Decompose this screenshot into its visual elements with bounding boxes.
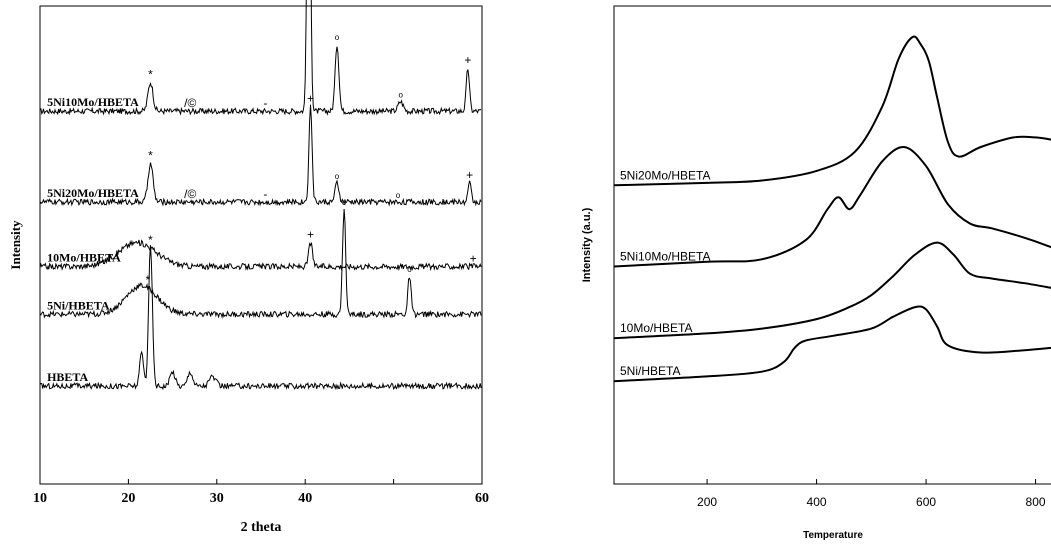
xrd-peak-marker: * — [148, 67, 153, 81]
xrd-peak-marker: o — [396, 191, 401, 200]
tpr-series-label: 5Ni20Mo/HBETA — [620, 168, 710, 182]
tpr-series-10mo-hbeta: 10Mo/HBETA — [613, 241, 1051, 340]
xrd-chart: 10 20 30 40 60 5Ni10Mo/HBETA * /© - + o o +5Ni20Mo/… — [8, 0, 489, 535]
tpr-x-ticks: 200 400 600 800 — [697, 479, 1046, 509]
xrd-peak-marker: + — [466, 168, 473, 182]
xrd-peak-marker: /© — [184, 187, 196, 201]
xrd-peak-marker: * — [148, 233, 153, 247]
xrd-peak-marker: + — [464, 53, 471, 67]
xrd-plot-frame — [39, 5, 483, 485]
tpr-chart: 200 400 600 800 5Ni20Mo/HBETA 5Ni10Mo/HBETA 1… — [581, 5, 1051, 541]
xrd-series-label: 10Mo/HBETA — [47, 251, 121, 265]
xrd-peak-marker: + — [307, 91, 314, 105]
tpr-line-5ni-hbeta — [613, 305, 1051, 383]
tpr-x-tick-label: 400 — [807, 495, 827, 509]
xrd-peak-marker: o — [335, 33, 340, 42]
xrd-line-5ni20mo-hbeta — [39, 104, 482, 207]
tpr-series-label: 5Ni/HBETA — [620, 364, 680, 378]
xrd-peak-marker: + — [307, 228, 314, 242]
tpr-series-5ni-hbeta: 5Ni/HBETA — [613, 305, 1051, 383]
xrd-x-tick-label: 30 — [210, 491, 224, 506]
tpr-series-label: 5Ni10Mo/HBETA — [620, 250, 710, 264]
xrd-line-10mo-hbeta — [39, 239, 482, 272]
xrd-series-hbeta: HBETA — [39, 245, 482, 391]
xrd-peak-marker: + — [470, 252, 477, 266]
xrd-peak-marker: * — [148, 149, 153, 163]
xrd-line-5ni-hbeta — [39, 208, 482, 319]
xrd-peak-marker: o — [407, 265, 412, 274]
xrd-line-hbeta — [39, 245, 482, 391]
xrd-series-label: 5Ni/HBETA — [47, 298, 110, 312]
tpr-series: 5Ni20Mo/HBETA 5Ni10Mo/HBETA 10Mo/HBETA 5Ni/… — [613, 35, 1051, 383]
xrd-series-5ni10mo-hbeta: 5Ni10Mo/HBETA * /© - + o o + — [39, 0, 482, 116]
xrd-peak-marker: * — [146, 273, 151, 287]
tpr-series-5ni10mo-hbeta: 5Ni10Mo/HBETA — [613, 145, 1051, 268]
xrd-peak-marker: o — [342, 198, 347, 207]
xrd-x-axis-label: 2 theta — [241, 520, 282, 535]
xrd-series-label: HBETA — [47, 370, 88, 384]
xrd-x-tick-label: 10 — [33, 491, 47, 506]
xrd-peak-marker: o — [335, 172, 340, 181]
tpr-line-10mo-hbeta — [613, 241, 1051, 340]
tpr-x-tick-label: 600 — [916, 495, 936, 509]
tpr-line-5ni10mo-hbeta — [613, 145, 1051, 268]
tpr-series-label: 10Mo/HBETA — [620, 321, 692, 335]
tpr-y-axis-label: Intensity (a.u.) — [581, 207, 593, 282]
tpr-x-tick-label: 200 — [697, 495, 717, 509]
xrd-peak-marker: - — [263, 187, 267, 201]
xrd-series-label: 5Ni10Mo/HBETA — [47, 95, 139, 109]
xrd-series-10mo-hbeta: 10Mo/HBETA * + + — [39, 228, 482, 272]
xrd-x-tick-label: 20 — [121, 491, 135, 506]
xrd-series-5ni20mo-hbeta: 5Ni20Mo/HBETA * /© - + o o + — [39, 91, 482, 207]
tpr-series-5ni20mo-hbeta: 5Ni20Mo/HBETA — [613, 35, 1051, 187]
xrd-x-tick-label: 40 — [298, 491, 312, 506]
tpr-line-5ni20mo-hbeta — [613, 35, 1051, 187]
xrd-peak-marker: /© — [184, 96, 196, 110]
xrd-y-axis-label: Intensity — [8, 220, 23, 270]
tpr-plot-frame — [613, 5, 1051, 485]
xrd-x-ticks: 10 20 30 40 60 — [33, 479, 489, 506]
tpr-x-tick-label: 800 — [1026, 495, 1046, 509]
xrd-x-tick-label: 60 — [475, 491, 489, 506]
xrd-peak-marker: - — [263, 96, 267, 110]
xrd-series-label: 5Ni20Mo/HBETA — [47, 186, 139, 200]
tpr-x-axis-label: Temperature — [803, 530, 863, 541]
xrd-series: 5Ni10Mo/HBETA * /© - + o o +5Ni20Mo/HBETA * /© - + o… — [39, 0, 482, 391]
xrd-line-5ni10mo-hbeta — [39, 0, 482, 116]
xrd-series-5ni-hbeta: 5Ni/HBETA * o o — [39, 198, 482, 319]
xrd-peak-marker: o — [398, 91, 403, 100]
